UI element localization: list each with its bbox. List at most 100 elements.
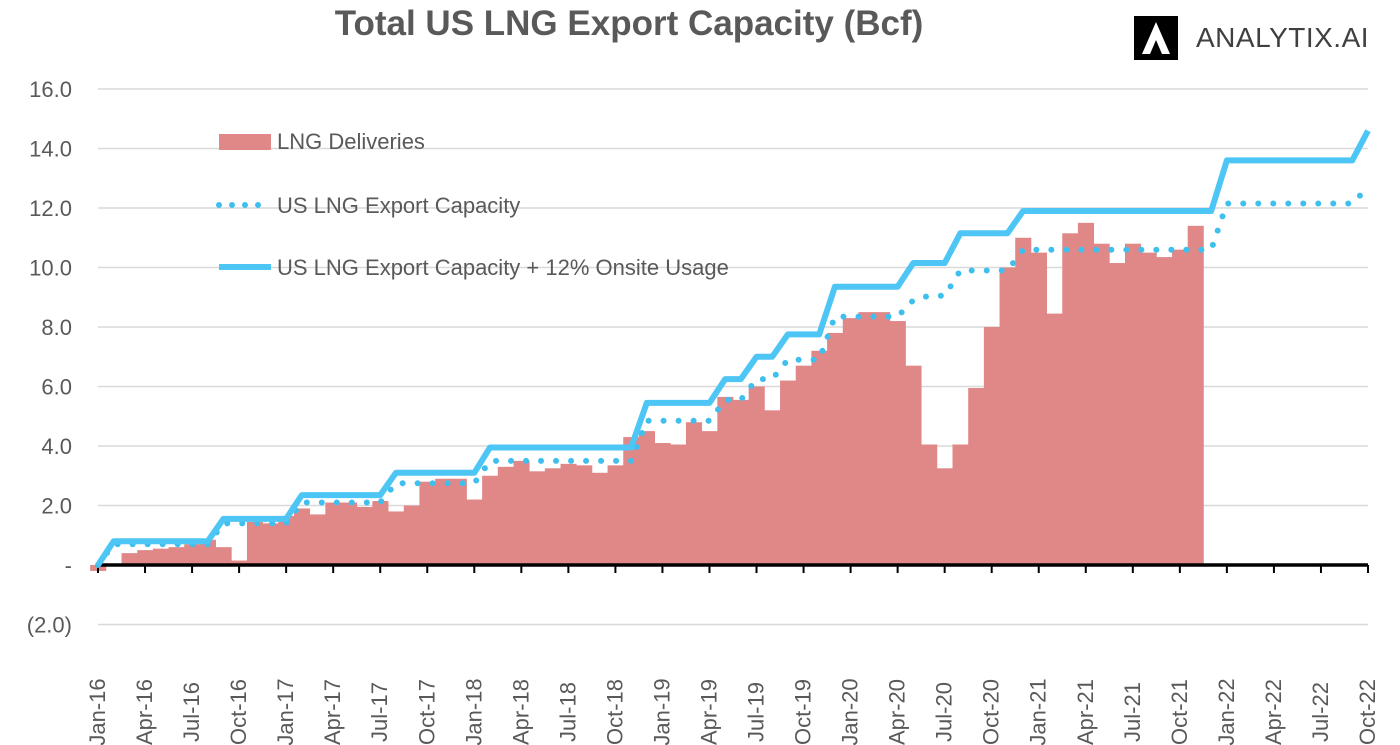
bar — [701, 431, 718, 565]
bar — [764, 410, 781, 565]
bar — [482, 475, 499, 565]
chart-title: Total US LNG Export Capacity (Bcf) — [334, 4, 924, 43]
bar — [889, 321, 906, 565]
bar — [952, 444, 969, 565]
bar — [403, 505, 420, 565]
x-tick-label: Jan-17 — [273, 678, 298, 745]
x-tick-label: Jul-19 — [744, 682, 769, 742]
bar — [293, 508, 311, 565]
x-tick-label: Apr-18 — [508, 679, 533, 745]
x-tick-label: Apr-17 — [320, 679, 345, 745]
bar — [199, 539, 216, 565]
bar — [1172, 249, 1189, 565]
legend: LNG Deliveries US LNG Export Capacity US L… — [216, 129, 729, 280]
axes — [97, 563, 1369, 573]
y-tick-label: 12.0 — [29, 196, 72, 221]
bar — [811, 350, 828, 565]
bar — [1156, 257, 1173, 565]
bar-series — [90, 222, 1204, 571]
bar — [388, 511, 405, 565]
bar — [638, 431, 656, 565]
y-tick-label: 2.0 — [41, 494, 72, 519]
x-tick-label: Apr-20 — [885, 679, 910, 745]
bar — [466, 499, 483, 565]
bar — [936, 468, 953, 565]
bar — [309, 514, 326, 565]
bar — [1124, 243, 1142, 565]
x-tick-label: Oct-18 — [602, 679, 627, 745]
bar — [607, 465, 624, 565]
x-tick-label: Oct-16 — [226, 679, 251, 745]
bar — [168, 547, 185, 565]
bar — [654, 443, 671, 565]
x-tick-label: Jan-19 — [649, 678, 674, 745]
bar — [1187, 225, 1204, 565]
bar — [576, 465, 593, 565]
bar — [231, 560, 248, 565]
y-tick-label: (2.0) — [27, 613, 72, 638]
bar — [905, 365, 922, 565]
bar — [591, 472, 608, 565]
bar — [968, 387, 985, 565]
x-tick-label: Jan-20 — [838, 678, 863, 745]
legend-label: US LNG Export Capacity + 12% Onsite Usag… — [277, 255, 729, 280]
x-tick-label: Jul-21 — [1120, 682, 1145, 742]
bar — [1046, 313, 1063, 565]
bar — [874, 312, 891, 565]
bar — [1015, 237, 1032, 565]
bar — [544, 468, 561, 565]
x-tick-label: Jan-21 — [1026, 678, 1051, 745]
bar — [529, 471, 546, 565]
x-tick-label: Apr-22 — [1261, 679, 1286, 745]
bar — [325, 502, 342, 565]
bar — [184, 544, 201, 565]
bar — [921, 444, 938, 565]
analytix-logo-icon — [1134, 16, 1178, 60]
x-axis-ticks: Jan-16 Apr-16 Jul-16 Oct-16 Jan-17 Apr-17 Jul-… — [85, 678, 1380, 745]
bar — [262, 523, 279, 565]
y-tick-label: 10.0 — [29, 256, 72, 281]
x-tick-label: Jul-17 — [367, 682, 392, 742]
x-tick-label: Oct-20 — [979, 679, 1004, 745]
x-tick-label: Oct-17 — [414, 679, 439, 745]
bar — [246, 521, 264, 565]
x-tick-label: Jul-22 — [1308, 682, 1333, 742]
bar — [450, 478, 467, 565]
bar — [685, 422, 703, 565]
line-series — [95, 129, 1371, 568]
bar — [152, 548, 169, 565]
brand-logo: ANALYTIX.AI — [1134, 16, 1369, 60]
bar — [733, 399, 750, 565]
y-tick-label: 14.0 — [29, 137, 72, 162]
bar — [137, 550, 154, 565]
bar — [497, 466, 514, 565]
bar — [356, 506, 373, 565]
bar — [215, 547, 232, 565]
bar — [795, 365, 812, 565]
bar — [858, 312, 875, 565]
bar — [827, 332, 844, 565]
bar — [341, 502, 358, 565]
x-tick-label: Oct-21 — [1167, 679, 1192, 745]
bar — [999, 267, 1016, 565]
capacity-onsite-line — [95, 129, 1371, 567]
bar — [1093, 243, 1110, 565]
bar — [1077, 222, 1095, 565]
x-tick-label: Jan-22 — [1214, 678, 1239, 745]
capacity-dotted-line — [95, 184, 1371, 568]
legend-swatch-deliveries — [219, 134, 271, 150]
bar — [623, 437, 640, 565]
bar — [435, 478, 452, 565]
legend-label: US LNG Export Capacity — [277, 193, 520, 218]
bar — [372, 501, 389, 565]
bar — [983, 327, 1000, 565]
y-tick-label: 6.0 — [41, 375, 72, 400]
x-tick-label: Jan-16 — [85, 678, 110, 745]
x-tick-label: Jul-18 — [555, 682, 580, 742]
y-tick-label: - — [65, 553, 72, 578]
x-tick-label: Apr-19 — [696, 679, 721, 745]
bar — [1109, 263, 1126, 565]
x-tick-label: Oct-19 — [791, 679, 816, 745]
bar — [419, 481, 436, 565]
bar — [1062, 233, 1079, 565]
